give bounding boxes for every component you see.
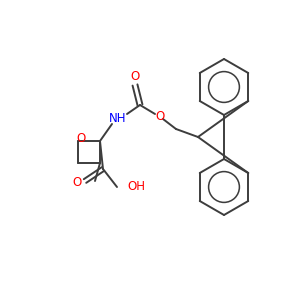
Text: OH: OH xyxy=(127,181,145,194)
Text: O: O xyxy=(155,110,165,124)
Text: O: O xyxy=(76,133,85,146)
Text: O: O xyxy=(130,70,140,83)
Text: O: O xyxy=(72,176,82,190)
Text: NH: NH xyxy=(109,112,127,125)
